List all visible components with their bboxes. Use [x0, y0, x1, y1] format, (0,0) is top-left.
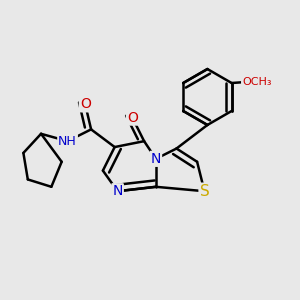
Text: N: N [112, 184, 123, 198]
Text: NH: NH [58, 135, 77, 148]
Text: N: N [151, 152, 161, 166]
Text: O: O [80, 98, 91, 111]
Text: O: O [127, 111, 138, 124]
Text: S: S [200, 184, 209, 199]
Text: OCH₃: OCH₃ [242, 76, 272, 86]
